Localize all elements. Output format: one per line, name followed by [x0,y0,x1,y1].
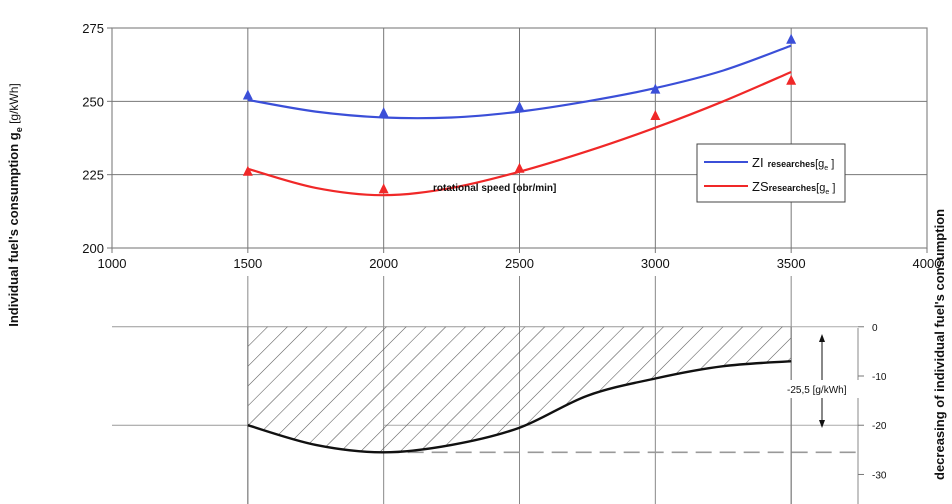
bottom-gridlines [112,276,859,504]
legend-zs-sub: e [825,189,829,196]
y-tick-label: 275 [82,21,104,36]
legend-zs-bracket: [g [816,182,825,194]
legend-label-zi: ZI researches[ge ] [752,155,834,172]
top-series-group [242,33,797,197]
legend-zs-main: ZS [752,179,769,194]
annotation-arrow-head-bottom [819,420,825,428]
bottom-tick-labels: 0 -10 -20 -30 [858,323,887,481]
data-point-zs [514,162,525,173]
annotation-label-bg [785,380,863,398]
legend-zs-close: ] [829,182,835,194]
x-tick-label: 1000 [98,256,127,271]
difference-curve [247,360,792,454]
right-tick-label: -30 [872,470,887,481]
y-tick-label: 200 [82,241,104,256]
annotation-arrow-head-top [819,334,825,342]
bottom-difference-area [247,326,792,504]
data-point-zi [786,33,797,44]
right-tick-label: 0 [872,323,878,334]
x-tick-label: 1500 [233,256,262,271]
legend-zs-small: researches [769,183,817,193]
legend-label-zs: ZSresearches[ge ] [752,179,835,196]
hatched-area [247,326,792,453]
data-point-zs [242,165,253,176]
legend-zi-close: ] [828,158,834,170]
x-axis-label: rotational speed [obr/min] [433,183,556,194]
data-point-zs [650,110,661,120]
top-gridlines [112,28,927,248]
difference-annotation: -25,5 [g/kWh] [785,334,863,428]
data-point-zi [378,107,389,118]
y-axis-label-sub: e [14,127,24,132]
x-tick-label: 3000 [641,256,670,271]
x-tick-label: 2500 [505,256,534,271]
right-tick-label: -10 [872,372,887,383]
data-point-zs [378,183,389,194]
y-tick-label: 250 [82,94,104,109]
annotation-label: -25,5 [g/kWh] [787,385,847,396]
legend: ZI researches[ge ] ZSresearches[ge ] [696,143,846,203]
x-tick-label: 2000 [369,256,398,271]
y-axis-label-main: Individual fuel's consumption g [6,132,21,327]
legend-zi-bracket: [g [815,158,824,170]
x-tick-label: 4000 [913,256,942,271]
data-point-zi [242,89,253,100]
series-line-zi [247,44,792,120]
y-tick-label: 225 [82,168,104,183]
y-axis-label: Individual fuel's consumption ge [g/kWh] [6,83,24,327]
right-tick-label: -20 [872,421,887,432]
x-tick-label: 3500 [777,256,806,271]
data-point-zi [650,83,661,94]
legend-zi-small: researches [768,159,816,169]
legend-zi-main: ZI [752,155,764,170]
y-axis-label-unit: [g/kWh] [7,83,21,127]
legend-zi-sub: e [824,165,828,172]
right-y-axis-label: decreasing of individual fuel's consumpt… [932,209,947,480]
top-tick-labels: 1000 1500 2000 2500 3000 3500 4000 200 225 250 275 [82,21,941,271]
data-point-zs [786,74,797,85]
data-point-zi [514,101,525,112]
legend-box [696,143,846,203]
